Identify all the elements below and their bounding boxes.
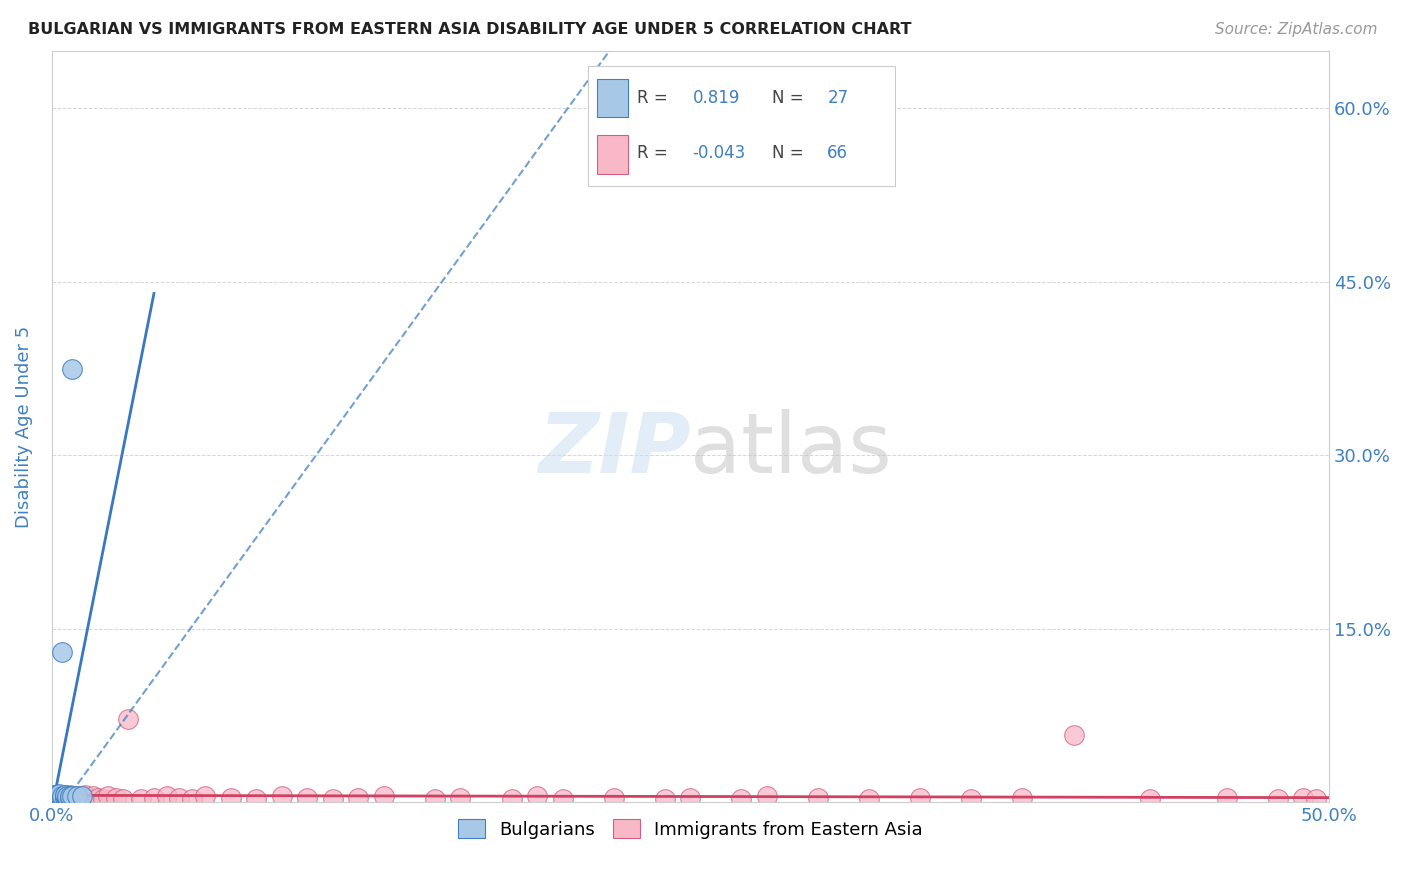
- Point: [53, 789, 76, 804]
- Point: [56, 789, 79, 804]
- Point: [156, 789, 179, 804]
- Point: [1216, 790, 1239, 805]
- Text: BULGARIAN VS IMMIGRANTS FROM EASTERN ASIA DISABILITY AGE UNDER 5 CORRELATION CHA: BULGARIAN VS IMMIGRANTS FROM EASTERN ASI…: [28, 22, 911, 37]
- Point: [72, 790, 94, 805]
- Point: [679, 790, 702, 805]
- Point: [45, 789, 67, 803]
- Point: [44, 792, 66, 806]
- Point: [60, 789, 83, 804]
- Text: atlas: atlas: [690, 409, 893, 490]
- Point: [44, 792, 66, 806]
- Point: [51, 790, 73, 805]
- Point: [245, 792, 267, 806]
- Point: [45, 792, 67, 806]
- Point: [53, 789, 76, 803]
- Text: Source: ZipAtlas.com: Source: ZipAtlas.com: [1215, 22, 1378, 37]
- Point: [1063, 728, 1085, 742]
- Point: [48, 792, 70, 806]
- Point: [59, 790, 82, 805]
- Point: [1267, 792, 1289, 806]
- Point: [59, 789, 82, 803]
- Point: [322, 792, 344, 806]
- Point: [87, 790, 110, 805]
- Point: [48, 787, 70, 801]
- Point: [450, 790, 472, 805]
- Point: [117, 712, 139, 726]
- Point: [1292, 790, 1315, 805]
- Point: [51, 789, 73, 804]
- Point: [60, 789, 83, 804]
- Point: [51, 792, 73, 806]
- Point: [48, 792, 70, 806]
- Point: [73, 789, 96, 803]
- Point: [63, 790, 86, 805]
- Text: ZIP: ZIP: [537, 409, 690, 490]
- Point: [45, 790, 67, 805]
- Point: [59, 789, 82, 804]
- Point: [48, 789, 70, 803]
- Point: [960, 792, 983, 806]
- Point: [1305, 792, 1327, 806]
- Point: [45, 790, 67, 805]
- Point: [82, 789, 104, 804]
- Point: [60, 361, 83, 376]
- Point: [194, 789, 217, 804]
- Point: [603, 790, 626, 805]
- Point: [142, 790, 165, 805]
- Point: [56, 790, 79, 805]
- Point: [66, 789, 89, 804]
- Point: [44, 790, 66, 805]
- Point: [756, 789, 779, 804]
- Y-axis label: Disability Age Under 5: Disability Age Under 5: [15, 326, 32, 527]
- Point: [53, 789, 76, 803]
- Point: [51, 789, 73, 803]
- Point: [295, 790, 318, 805]
- Point: [654, 792, 676, 806]
- Point: [104, 790, 127, 805]
- Point: [169, 790, 191, 805]
- Point: [56, 789, 79, 804]
- Point: [97, 789, 120, 804]
- Point: [44, 789, 66, 803]
- Point: [72, 789, 94, 804]
- Point: [129, 792, 152, 806]
- Point: [60, 792, 83, 806]
- Point: [526, 789, 548, 804]
- Point: [66, 792, 89, 806]
- Point: [347, 790, 370, 805]
- Point: [44, 789, 66, 804]
- Point: [423, 792, 446, 806]
- Point: [51, 790, 73, 805]
- Point: [45, 789, 67, 804]
- Point: [79, 792, 101, 806]
- Point: [181, 792, 204, 806]
- Point: [53, 792, 76, 806]
- Point: [48, 789, 70, 804]
- Point: [45, 789, 67, 803]
- Point: [373, 789, 395, 804]
- Point: [1011, 790, 1033, 805]
- Point: [66, 789, 89, 804]
- Point: [59, 790, 82, 805]
- Point: [112, 792, 135, 806]
- Point: [270, 789, 292, 804]
- Point: [219, 790, 242, 805]
- Point: [48, 790, 70, 805]
- Point: [48, 789, 70, 804]
- Point: [53, 790, 76, 805]
- Point: [51, 645, 73, 659]
- Legend: Bulgarians, Immigrants from Eastern Asia: Bulgarians, Immigrants from Eastern Asia: [450, 812, 931, 846]
- Point: [1139, 792, 1161, 806]
- Point: [56, 792, 79, 806]
- Point: [91, 792, 114, 806]
- Point: [730, 792, 752, 806]
- Point: [48, 790, 70, 805]
- Point: [551, 792, 574, 806]
- Point: [53, 790, 76, 805]
- Point: [858, 792, 880, 806]
- Point: [910, 790, 932, 805]
- Point: [44, 789, 66, 804]
- Point: [501, 792, 523, 806]
- Point: [807, 790, 830, 805]
